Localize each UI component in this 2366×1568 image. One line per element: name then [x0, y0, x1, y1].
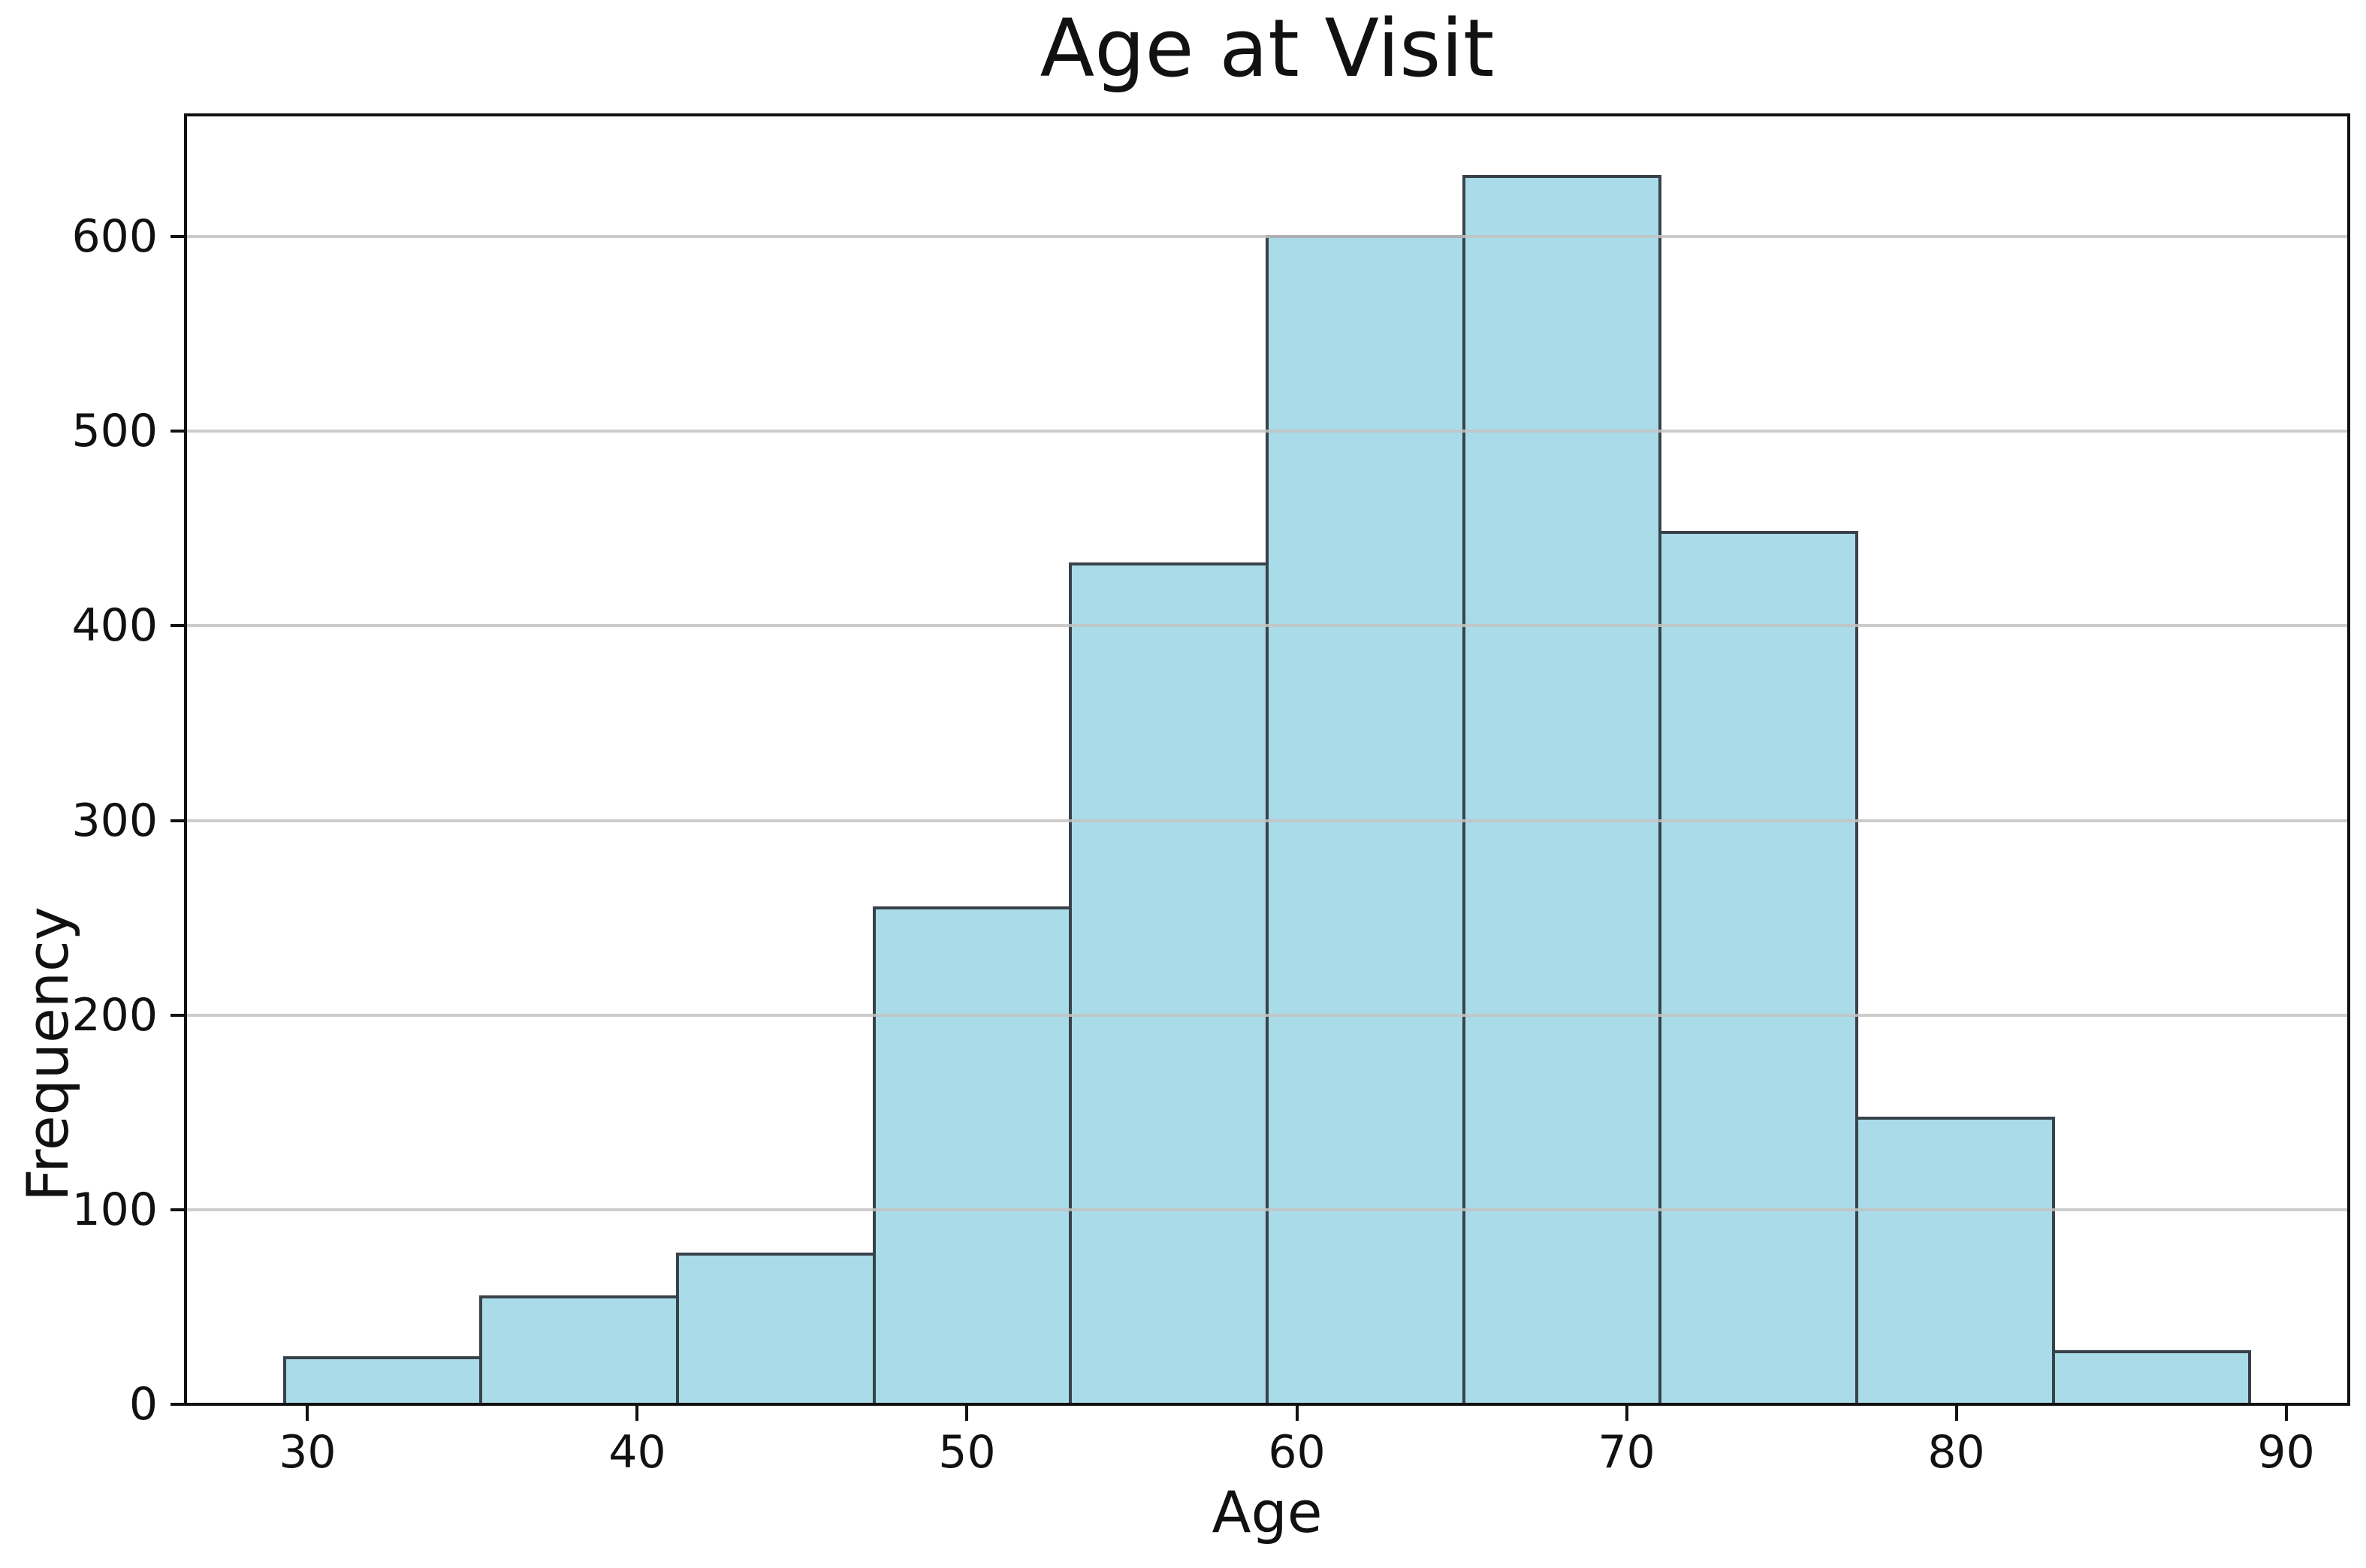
x-tick-mark — [2284, 1406, 2288, 1421]
x-tick-mark — [1625, 1406, 1628, 1421]
x-tick-mark — [1954, 1406, 1958, 1421]
y-tick-label: 0 — [128, 1378, 158, 1431]
x-tick-label: 60 — [1268, 1426, 1326, 1479]
x-tick-label: 70 — [1598, 1426, 1655, 1479]
y-tick-mark — [171, 1208, 186, 1211]
y-tick-label: 400 — [71, 599, 158, 653]
plot-area — [186, 115, 2349, 1404]
x-axis-label: Age — [1212, 1479, 1323, 1545]
y-tick-label: 600 — [71, 210, 158, 264]
y-tick-mark — [171, 1013, 186, 1017]
x-tick-mark — [965, 1406, 969, 1421]
y-axis-label: Frequency — [14, 906, 81, 1202]
histogram-bar — [1854, 1117, 2055, 1404]
histogram-bar — [676, 1253, 876, 1404]
histogram-bar — [1069, 562, 1269, 1404]
y-tick-mark — [171, 819, 186, 822]
y-tick-label: 500 — [71, 405, 158, 458]
y-tick-mark — [171, 1403, 186, 1406]
histogram-bar — [479, 1295, 680, 1404]
x-tick-label: 40 — [608, 1426, 666, 1479]
x-tick-label: 30 — [279, 1426, 336, 1479]
histogram-bar — [872, 906, 1073, 1404]
histogram-bar — [282, 1355, 483, 1404]
x-tick-mark — [635, 1406, 639, 1421]
histogram-bar — [1658, 531, 1858, 1404]
x-tick-mark — [1295, 1406, 1299, 1421]
histogram-bar — [1266, 235, 1465, 1404]
histogram-bar — [2051, 1350, 2252, 1404]
x-tick-mark — [306, 1406, 309, 1421]
x-tick-label: 80 — [1927, 1426, 1985, 1479]
y-tick-mark — [171, 430, 186, 433]
y-tick-label: 200 — [71, 988, 158, 1042]
y-tick-mark — [171, 235, 186, 239]
x-tick-label: 90 — [2257, 1426, 2315, 1479]
chart-title: Age at Visit — [1040, 2, 1495, 95]
x-tick-label: 50 — [938, 1426, 996, 1479]
y-tick-label: 300 — [71, 794, 158, 847]
y-tick-mark — [171, 624, 186, 628]
histogram-bar — [1462, 174, 1662, 1404]
y-tick-label: 100 — [71, 1183, 158, 1236]
